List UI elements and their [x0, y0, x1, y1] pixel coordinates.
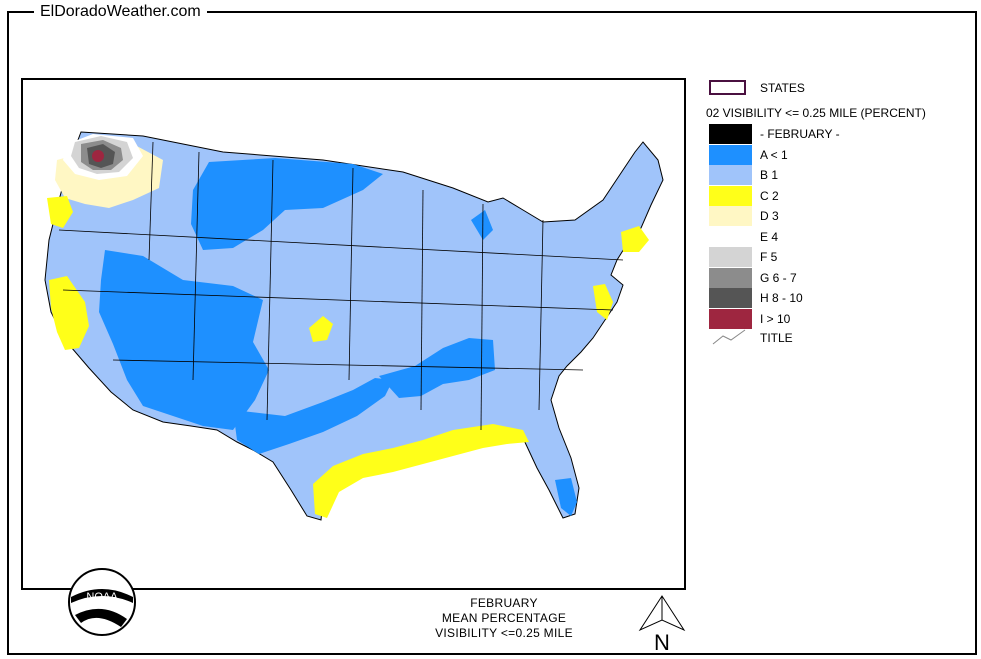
- legend-item: - FEBRUARY -: [706, 124, 976, 144]
- states-swatch: [709, 80, 746, 95]
- legend-swatch: [709, 267, 752, 288]
- zone-a1-mid-south: [379, 338, 495, 398]
- legend-item-label: E 4: [760, 229, 779, 244]
- state-boundaries: [58, 141, 624, 431]
- legend-title-row: TITLE: [706, 328, 976, 348]
- noaa-emblem: NOAA: [68, 568, 136, 636]
- legend-title-label: TITLE: [760, 331, 793, 345]
- legend-item-label: C 2: [760, 188, 779, 203]
- map-panel: NOAA FEBRUARY MEAN PERCENTAGE VISIBILITY…: [21, 78, 686, 640]
- noaa-logo: NOAA: [67, 567, 137, 642]
- legend-item-label: G 6 - 7: [760, 270, 797, 285]
- site-title: ElDoradoWeather.com: [34, 2, 207, 22]
- legend-item: F 5: [706, 247, 976, 267]
- legend-swatch: [709, 144, 752, 165]
- legend-heading: 02 VISIBILITY <= 0.25 MILE (PERCENT): [706, 106, 926, 120]
- legend-states-label: STATES: [760, 81, 805, 95]
- legend-states-row: STATES: [706, 78, 976, 98]
- zone-a1-texas-gulf: [233, 378, 393, 454]
- legend-item: A < 1: [706, 144, 976, 165]
- legend-item: C 2: [706, 185, 976, 206]
- legend-item-label: - FEBRUARY -: [760, 127, 840, 141]
- zone-a1-mountain-north: [191, 158, 383, 250]
- zone-a1-great-basin: [99, 250, 269, 430]
- zone-c2-oregon-coast: [47, 196, 73, 228]
- legend-item: G 6 - 7: [706, 267, 976, 288]
- zone-a1-michigan: [471, 210, 493, 240]
- zone-c2-new-england: [621, 226, 649, 252]
- legend-item: I > 10: [706, 308, 976, 329]
- noaa-logo-text: NOAA: [86, 591, 118, 603]
- page-frame: [7, 11, 977, 655]
- us-map: [44, 131, 664, 521]
- caption-line-1: FEBRUARY: [470, 596, 538, 610]
- north-arrow-icon: N: [638, 595, 686, 655]
- legend-swatch: [709, 308, 752, 329]
- zone-i10-northwest: [92, 150, 104, 162]
- north-arrow: N: [636, 594, 688, 659]
- legend-item-label: D 3: [760, 209, 779, 223]
- legend-item-label: I > 10: [760, 311, 791, 326]
- legend-item-label: F 5: [760, 250, 778, 264]
- north-label: N: [654, 630, 670, 654]
- legend-swatch: [709, 247, 752, 267]
- legend-item-label: A < 1: [760, 147, 788, 162]
- legend-swatch: [709, 165, 752, 185]
- legend-item-label: H 8 - 10: [760, 291, 803, 305]
- legend-item: B 1: [706, 165, 976, 185]
- legend-item: E 4: [706, 226, 976, 247]
- legend-swatch: [709, 288, 752, 308]
- legend-item-label: B 1: [760, 168, 779, 182]
- caption-line-2: MEAN PERCENTAGE: [441, 611, 567, 625]
- caption-line-3: VISIBILITY <=0.25 MILE: [435, 626, 573, 640]
- zone-c2-gulf-coast: [313, 424, 529, 518]
- legend-item: D 3: [706, 206, 976, 226]
- map-caption: FEBRUARY MEAN PERCENTAGE VISIBILITY <=0.…: [419, 596, 589, 641]
- legend-swatch: [709, 226, 752, 247]
- legend-swatch: [709, 185, 752, 206]
- zone-a1-florida: [555, 478, 577, 516]
- zone-c2-chesapeake: [593, 284, 613, 320]
- zone-c2-california: [49, 276, 89, 350]
- legend-item: H 8 - 10: [706, 288, 976, 308]
- title-line-icon: [712, 329, 746, 345]
- legend-swatch: [709, 206, 752, 226]
- legend-swatch: [709, 124, 752, 144]
- zone-c2-kansas: [309, 316, 333, 342]
